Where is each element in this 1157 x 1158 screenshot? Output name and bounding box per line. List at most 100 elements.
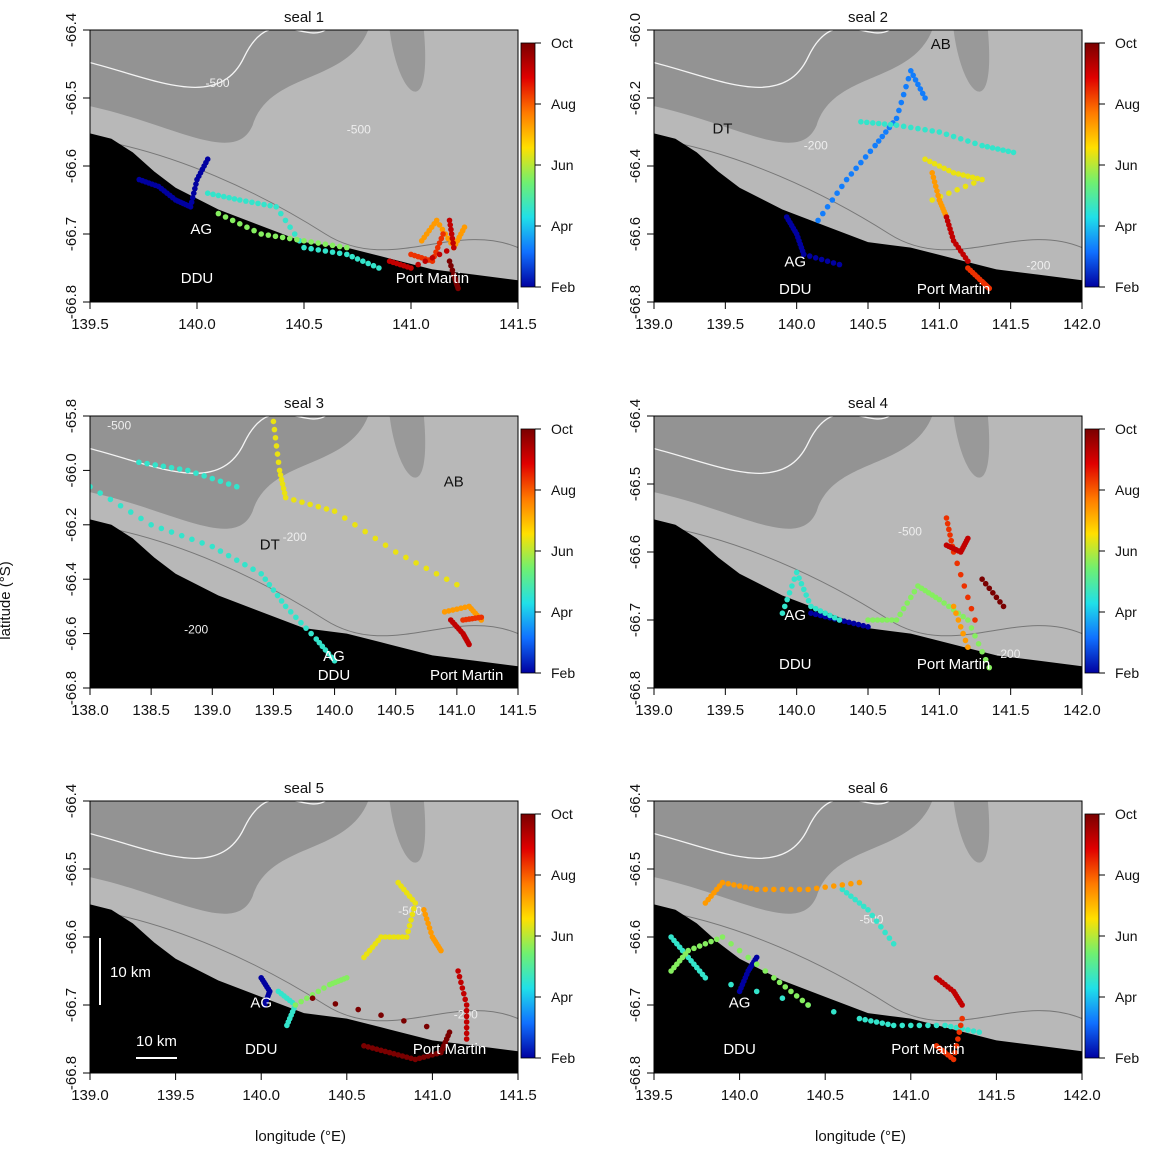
track-point — [372, 535, 379, 542]
track-point — [322, 248, 329, 254]
y-tick-label: -66.2 — [627, 81, 644, 115]
track-point — [176, 466, 183, 472]
y-tick-label: -66.7 — [63, 988, 80, 1022]
track-point — [936, 163, 943, 169]
x-tick-label: 140.5 — [285, 316, 323, 333]
x-tick-label: 139.5 — [71, 316, 109, 333]
x-tick-label: 141.5 — [992, 702, 1030, 719]
track-point — [856, 879, 863, 886]
colorbar-tick-label: Feb — [1115, 279, 1139, 295]
track-point — [376, 265, 382, 271]
x-tick-label: 139.5 — [707, 316, 745, 333]
track-point — [278, 476, 285, 483]
deep-trough — [90, 30, 369, 143]
track-point — [812, 611, 819, 618]
track-point — [242, 561, 248, 568]
track-point — [412, 1056, 419, 1063]
contour-label: -200 — [804, 139, 828, 153]
track-point — [303, 625, 309, 631]
track-point — [827, 612, 833, 619]
track-point — [382, 934, 389, 940]
track-point — [382, 1048, 389, 1055]
track-point — [762, 886, 769, 893]
land-mass — [654, 904, 1082, 1073]
track-point — [979, 648, 985, 655]
track-point — [929, 170, 935, 176]
track-point — [315, 988, 322, 995]
colorbar-tick-label: Apr — [1115, 218, 1137, 234]
contour-500 — [90, 416, 326, 474]
track-point — [352, 522, 358, 528]
colorbar-tick-label: Jun — [1115, 543, 1138, 559]
contour-label: -200 — [1026, 258, 1050, 272]
place-label: DDU — [181, 270, 214, 287]
track-point — [138, 515, 144, 522]
track-point — [917, 86, 924, 92]
track-point — [332, 1001, 339, 1007]
track-point — [233, 483, 240, 490]
track-point — [796, 886, 803, 893]
x-tick-label: 139.5 — [635, 1087, 673, 1104]
track-point — [463, 1019, 470, 1025]
colorbar-tick-label: Jun — [1115, 928, 1138, 944]
colorbar-tick-label: Apr — [1115, 989, 1137, 1005]
x-axis-label-left: longitude (°E) — [255, 1128, 347, 1145]
track-point — [433, 1050, 440, 1057]
track-point — [929, 197, 935, 203]
place-label: DT — [260, 536, 280, 553]
track-point — [878, 924, 884, 930]
track-point — [960, 172, 966, 178]
track-point — [753, 988, 760, 995]
track-point — [947, 532, 953, 538]
track-point — [201, 473, 207, 479]
track-point — [995, 146, 1001, 152]
contour-label: -200 — [184, 623, 208, 637]
x-tick-label: 140.0 — [721, 1087, 759, 1104]
track-point — [868, 1018, 874, 1024]
track-point — [947, 1023, 954, 1030]
x-tick-label: 139.5 — [255, 702, 293, 719]
track-point — [168, 529, 175, 535]
deep-channel — [389, 416, 426, 478]
track-point — [308, 630, 314, 637]
track-point — [355, 1006, 362, 1013]
track-point — [323, 506, 330, 512]
colorbar-tick-label: Aug — [551, 482, 576, 498]
colorbar-tick-label: Oct — [551, 35, 573, 51]
track-point — [439, 226, 446, 233]
track-point — [959, 1002, 965, 1008]
y-tick-label: -66.5 — [627, 852, 644, 886]
track-point — [808, 603, 814, 610]
place-label: Port Martin — [917, 656, 990, 673]
track-point — [979, 142, 985, 149]
track-point — [691, 945, 697, 952]
track-point — [395, 934, 401, 940]
track-point — [261, 1002, 268, 1008]
track-point — [931, 160, 938, 167]
place-label: DDU — [318, 667, 351, 684]
deep-trough — [654, 30, 933, 143]
track-point — [277, 472, 284, 478]
track-point — [336, 250, 343, 257]
x-tick-label: 140.0 — [778, 702, 816, 719]
x-tick-label: 140.0 — [778, 316, 816, 333]
track-point — [806, 253, 813, 259]
track-point — [708, 938, 714, 945]
track-point — [879, 617, 886, 623]
track-point — [803, 592, 809, 598]
track-point — [893, 122, 900, 128]
track-point — [965, 1027, 971, 1033]
place-label: AG — [784, 607, 806, 624]
track-point — [448, 231, 455, 237]
x-tick-label: 139.5 — [157, 1087, 195, 1104]
track-point — [890, 1022, 897, 1029]
track-point — [298, 619, 304, 626]
track-point — [97, 490, 103, 496]
place-label: Port Martin — [396, 270, 469, 287]
colorbar-tick-label: Feb — [551, 279, 575, 295]
track-point — [429, 1052, 436, 1058]
deep-trough — [90, 416, 369, 529]
track-point — [789, 583, 795, 589]
y-tick-label: -65.8 — [63, 399, 80, 433]
